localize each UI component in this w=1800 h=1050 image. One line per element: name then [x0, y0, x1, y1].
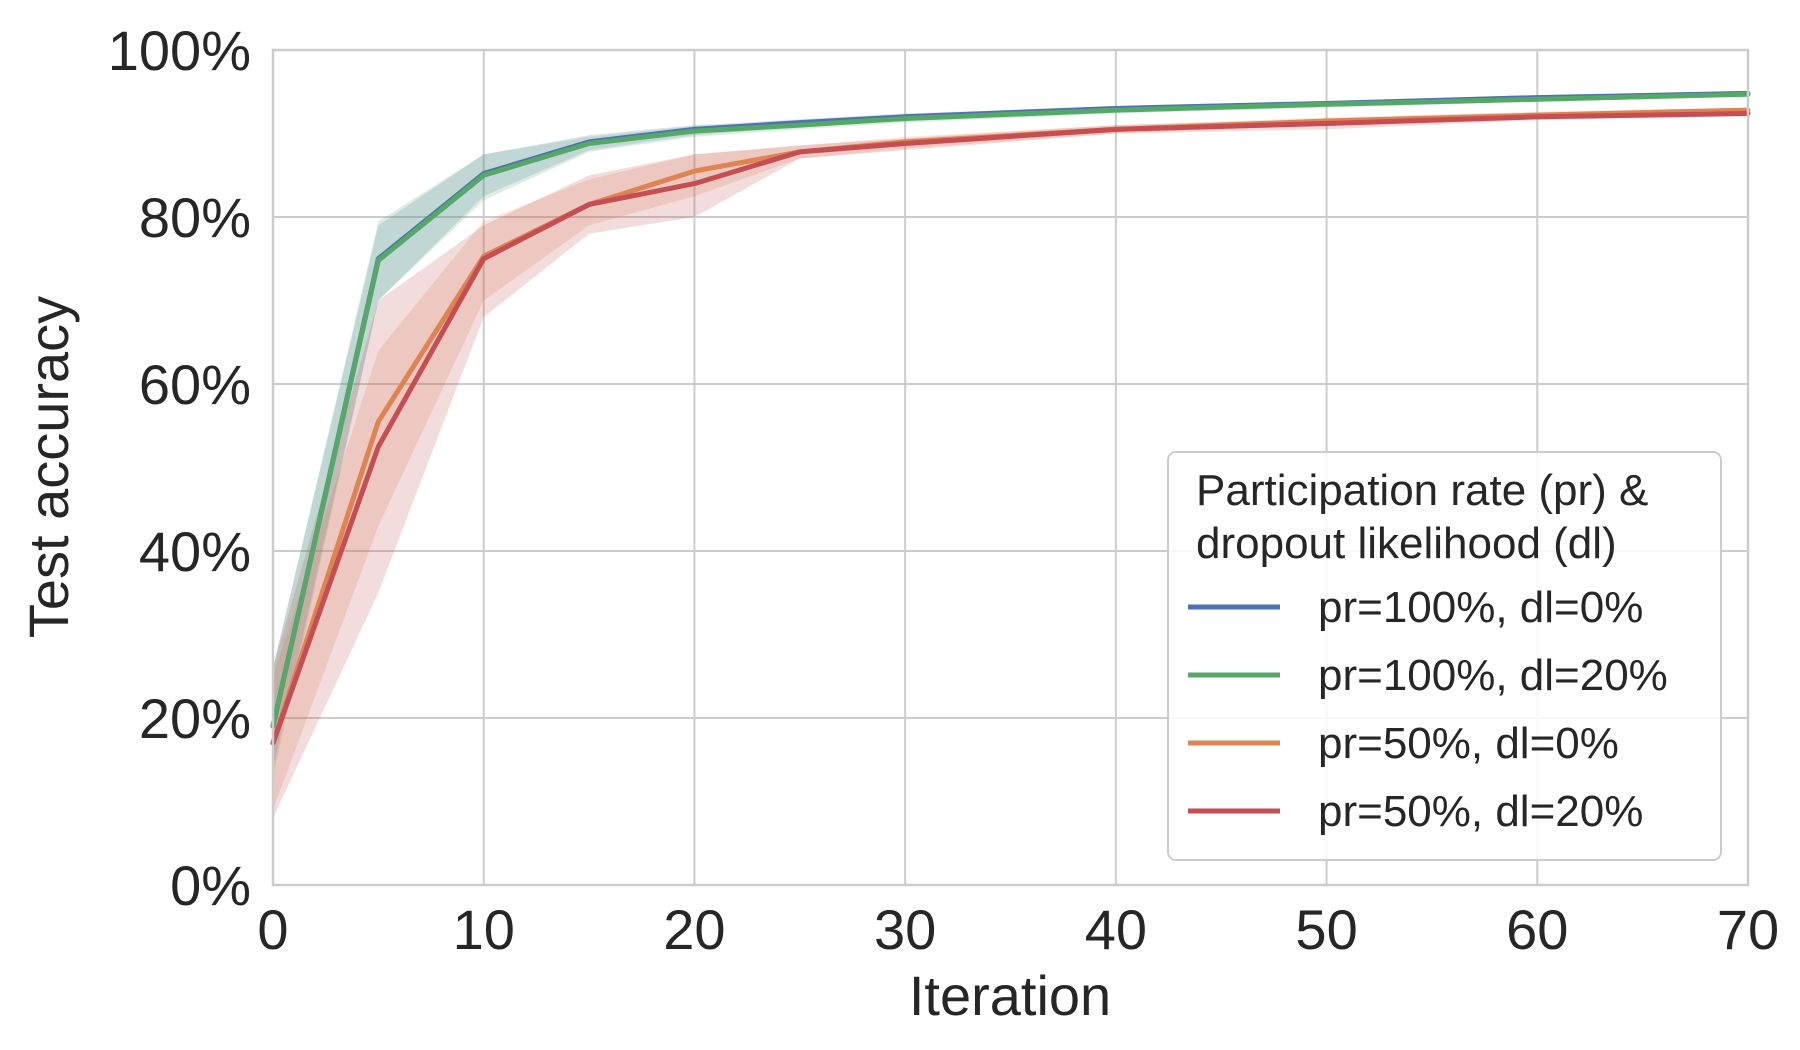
- legend-label-3: pr=50%, dl=0%: [1318, 719, 1619, 768]
- y-tick-label: 0%: [170, 854, 251, 917]
- x-axis-title: Iteration: [909, 964, 1111, 1027]
- y-axis-ticks: 0% 20% 40% 60% 80% 100%: [108, 19, 251, 917]
- series-line-2: [270, 91, 1751, 729]
- x-tick-label: 20: [663, 898, 725, 961]
- legend-entries: pr=100%, dl=0% pr=100%, dl=20% pr=50%, dl=…: [1188, 583, 1668, 836]
- x-tick-label: 60: [1506, 898, 1568, 961]
- x-tick-label: 0: [257, 898, 288, 961]
- x-tick-label: 30: [874, 898, 936, 961]
- x-tick-label: 70: [1717, 898, 1779, 961]
- legend-label-4: pr=50%, dl=20%: [1318, 787, 1643, 836]
- series-line-4: [270, 110, 1751, 746]
- y-tick-label: 60%: [139, 353, 251, 416]
- x-tick-label: 40: [1085, 898, 1147, 961]
- y-tick-label: 100%: [108, 19, 251, 82]
- plot-frame: [271, 48, 1750, 887]
- y-tick-label: 40%: [139, 520, 251, 583]
- x-tick-label: 50: [1295, 898, 1357, 961]
- legend-title-line-2: dropout likelihood (dl): [1196, 519, 1617, 568]
- legend-title-line-1: Participation rate (pr) &: [1196, 466, 1648, 515]
- legend-box: [1167, 451, 1722, 861]
- x-tick-label: 10: [453, 898, 515, 961]
- legend: Participation rate (pr) & dropout likeli…: [1167, 451, 1722, 861]
- x-axis-ticks: 0 10 20 30 40 50 60 70: [257, 898, 1779, 961]
- legend-label-1: pr=100%, dl=0%: [1318, 583, 1643, 632]
- y-axis-title: Test accuracy: [17, 296, 80, 638]
- legend-label-2: pr=100%, dl=20%: [1318, 651, 1668, 700]
- y-tick-label: 80%: [139, 186, 251, 249]
- y-tick-label: 20%: [139, 687, 251, 750]
- series-lines: [270, 90, 1751, 746]
